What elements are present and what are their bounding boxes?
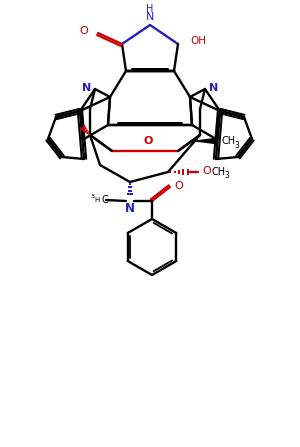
- Polygon shape: [190, 138, 218, 144]
- Text: H: H: [146, 4, 154, 14]
- Text: 3: 3: [91, 194, 95, 199]
- Text: 3: 3: [224, 172, 229, 181]
- Text: OH: OH: [190, 36, 206, 46]
- Text: 3: 3: [234, 140, 239, 149]
- Text: O: O: [174, 181, 183, 191]
- Text: O: O: [202, 166, 211, 176]
- Text: O: O: [143, 136, 153, 146]
- Text: N: N: [209, 83, 218, 93]
- Text: O: O: [79, 26, 88, 36]
- Text: N: N: [82, 83, 91, 93]
- Text: N: N: [146, 12, 154, 22]
- Text: CH: CH: [211, 167, 225, 177]
- Text: CH: CH: [222, 136, 236, 146]
- Text: H: H: [95, 197, 100, 203]
- Text: C: C: [101, 195, 108, 205]
- Text: N: N: [125, 202, 135, 215]
